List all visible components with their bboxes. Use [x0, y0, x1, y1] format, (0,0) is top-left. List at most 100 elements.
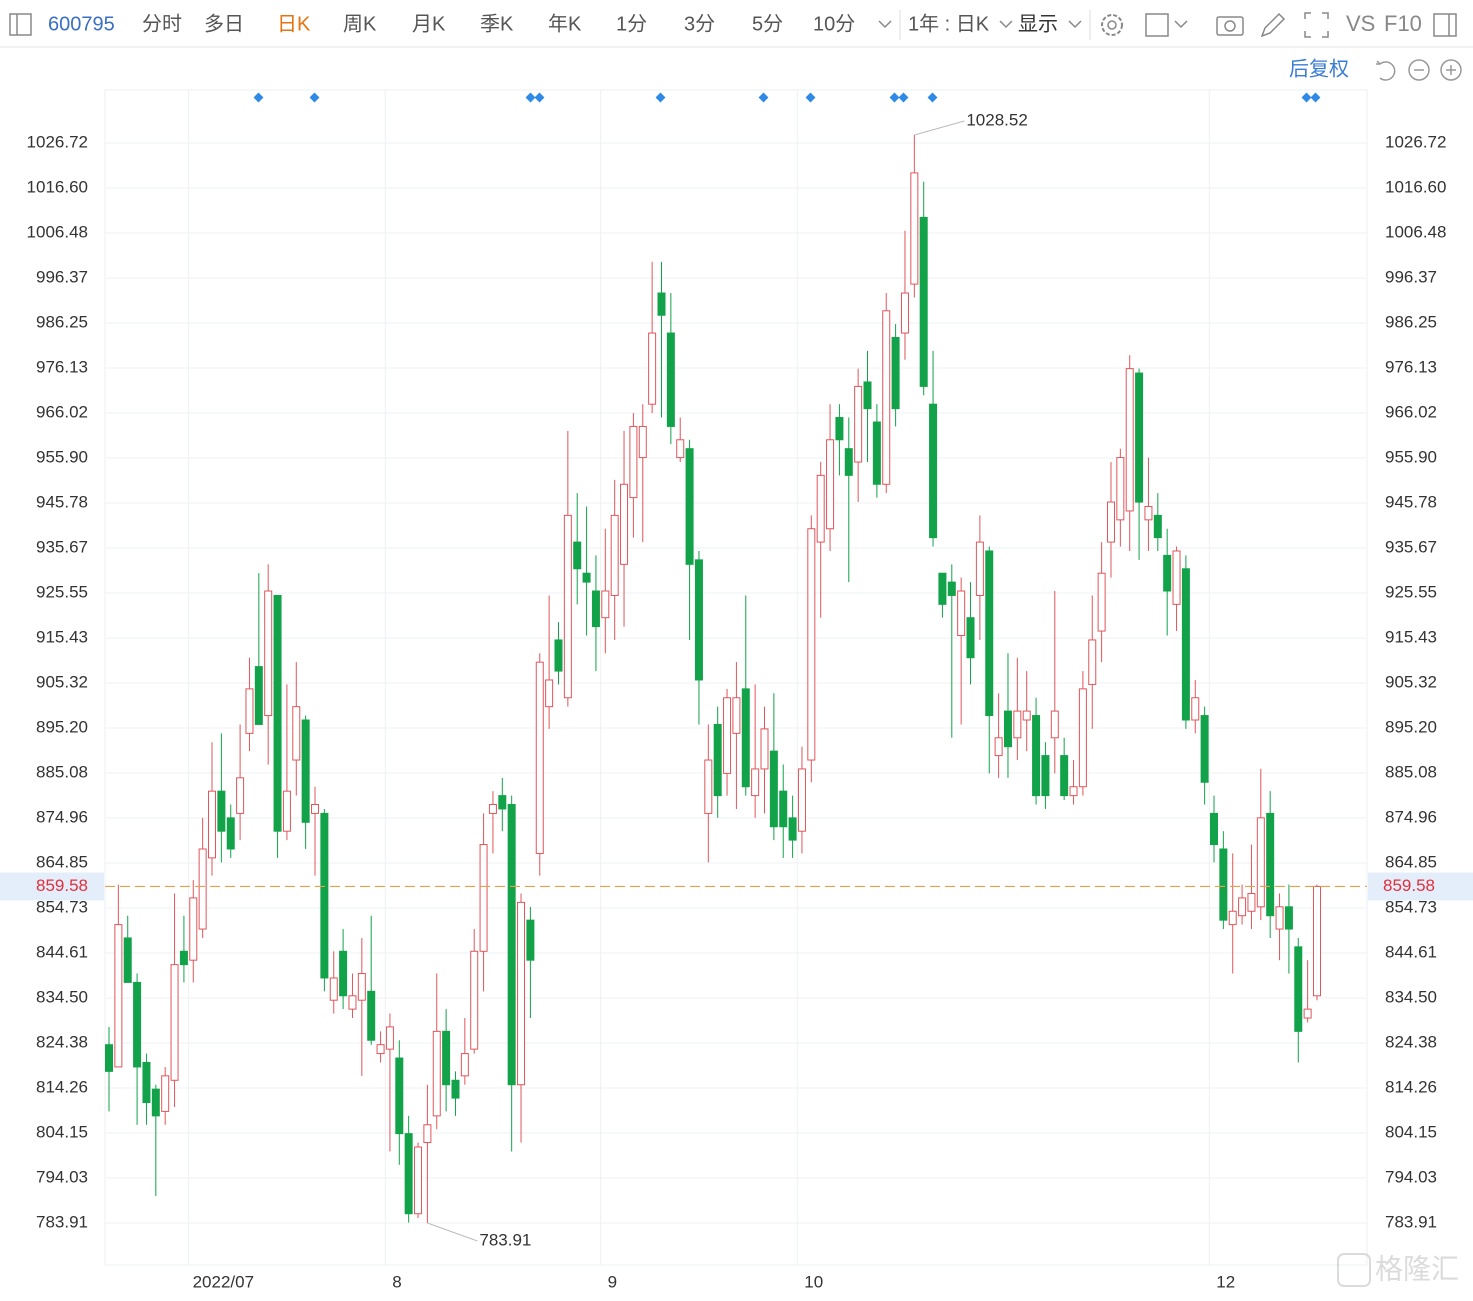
y-tick-label-right: 1006.48 [1385, 223, 1446, 242]
candle-body [179, 950, 188, 966]
event-marker[interactable] [758, 92, 769, 103]
candle-body [694, 559, 703, 681]
candle-body [779, 790, 788, 828]
event-marker[interactable] [525, 92, 536, 103]
y-tick-label: 814.26 [36, 1078, 88, 1097]
zoom-in-sign [1446, 65, 1456, 75]
vs-button[interactable]: VS [1346, 11, 1375, 36]
candle-body [1144, 506, 1153, 521]
candle-body [732, 697, 741, 734]
tab[interactable]: 多日 [204, 12, 244, 35]
tab[interactable]: 1分 [616, 12, 647, 35]
candle-body [1256, 817, 1265, 908]
candle-body [395, 1057, 404, 1135]
candle-body [264, 590, 273, 717]
tab[interactable]: 周K [343, 13, 377, 35]
candle-body [1172, 550, 1181, 605]
event-marker[interactable] [655, 92, 666, 103]
candle-body [863, 381, 872, 410]
candle-body [1275, 906, 1284, 930]
candle-body [1266, 812, 1275, 917]
last-price-label: 859.58 [36, 876, 88, 895]
candle-body [657, 292, 666, 316]
candle-body [292, 706, 301, 761]
annotation-leader [914, 120, 965, 136]
camera-icon[interactable] [1216, 16, 1244, 36]
event-marker[interactable] [805, 92, 816, 103]
tab[interactable]: 季K [480, 12, 514, 35]
tab[interactable]: 10分 [813, 12, 855, 35]
panel-icon[interactable] [1433, 13, 1457, 37]
candle-body [723, 697, 732, 774]
candle-body [1303, 1008, 1312, 1019]
last-price-label-right: 859.58 [1383, 876, 1435, 895]
candle-body [105, 1044, 113, 1072]
annotation-label: 1028.52 [966, 110, 1027, 129]
tab[interactable]: 分时 [142, 12, 182, 35]
chevron[interactable] [1068, 20, 1082, 29]
y-tick-label-right: 986.25 [1385, 313, 1437, 332]
y-tick-label: 834.50 [36, 987, 88, 1006]
event-marker[interactable] [534, 92, 545, 103]
stock-code[interactable]: 600795 [48, 13, 115, 35]
draw-icon[interactable] [1145, 13, 1169, 37]
candle-body [479, 844, 488, 952]
candle-body [797, 768, 806, 832]
candle-body [1191, 697, 1200, 721]
y-tick-label-right: 945.78 [1385, 493, 1437, 512]
candle-body [348, 995, 357, 1010]
menu-icon[interactable] [9, 13, 32, 36]
tabs: 分时 多日 日K 周K 月K 季K 年K 1分 3分 5分 10分 [142, 12, 855, 35]
fullscreen-icon[interactable] [1304, 12, 1329, 38]
watermark-text: 格隆汇 [1375, 1253, 1459, 1284]
event-marker[interactable] [1310, 92, 1321, 103]
candle-body [713, 723, 722, 797]
y-tick-label-right: 804.15 [1385, 1122, 1437, 1141]
candle-body [760, 728, 769, 770]
candle-body [704, 759, 713, 814]
display-select[interactable]: 显示 [1018, 13, 1058, 35]
chevron[interactable] [1174, 20, 1188, 29]
event-marker[interactable] [889, 92, 900, 103]
settings-icon-center [1107, 20, 1117, 30]
zoom-in[interactable] [1440, 59, 1462, 81]
candle-body [123, 937, 132, 983]
settings-icon[interactable] [1101, 14, 1123, 36]
reset-icon[interactable] [1376, 60, 1396, 81]
y-tick-label: 966.02 [36, 402, 88, 421]
candle-body [891, 336, 900, 410]
y-tick-label: 844.61 [36, 943, 88, 962]
event-marker[interactable] [1301, 92, 1312, 103]
chevron[interactable] [878, 20, 892, 29]
y-tick-label: 1026.72 [27, 133, 88, 152]
event-marker[interactable] [898, 92, 909, 103]
candle-body [947, 581, 956, 596]
chevron[interactable] [999, 20, 1013, 29]
y-tick-label: 854.73 [36, 897, 88, 916]
tab[interactable]: 3分 [684, 12, 715, 35]
tab[interactable]: 月K [412, 13, 446, 35]
period-select[interactable]: 1年 : 日K [908, 12, 990, 35]
event-marker[interactable] [927, 92, 938, 103]
y-tick-label: 824.38 [36, 1032, 88, 1051]
y-tick-label-right: 1026.72 [1385, 133, 1446, 152]
candles [105, 135, 1321, 1224]
candle-body [816, 474, 825, 543]
candle-body [807, 528, 816, 761]
tab[interactable]: 日K [277, 13, 311, 35]
candle-body [591, 590, 600, 628]
tab[interactable]: 5分 [752, 12, 783, 35]
pencil-icon[interactable] [1260, 12, 1286, 38]
adjust-button[interactable]: 后复权 [1289, 57, 1349, 80]
x-tick-label: 10 [804, 1272, 823, 1291]
y-tick-label: 996.37 [36, 267, 88, 286]
candle-body [826, 439, 835, 530]
candle-body [226, 817, 235, 850]
candle-body [535, 661, 544, 854]
zoom-out[interactable] [1408, 59, 1430, 81]
f10-button[interactable]: F10 [1384, 11, 1422, 36]
candle-body [573, 541, 582, 570]
tab[interactable]: 年K [548, 12, 582, 35]
candle-body [1078, 688, 1087, 788]
y-tick-label: 976.13 [36, 358, 88, 377]
